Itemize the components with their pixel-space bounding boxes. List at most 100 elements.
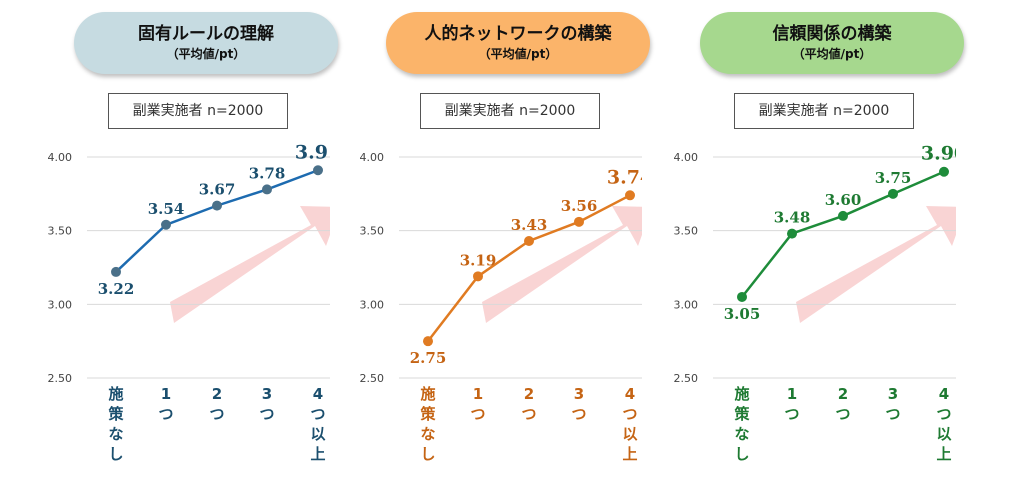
panel-title-pill: 人的ネットワークの構築 （平均値/pt） — [386, 12, 650, 74]
panel-title: 固有ルールの理解 — [138, 24, 274, 44]
data-point — [939, 166, 949, 177]
panel-title-pill: 固有ルールの理解 （平均値/pt） — [74, 12, 338, 74]
x-category-label: な — [108, 425, 123, 443]
y-tick-label: 2.50 — [48, 372, 73, 385]
data-label: 3.22 — [98, 280, 135, 298]
data-point — [423, 336, 433, 347]
panel-title: 信頼関係の構築 — [772, 24, 892, 44]
x-category-label: つ — [209, 405, 224, 423]
x-category-label: 4 — [625, 385, 635, 403]
x-category-label: つ — [310, 405, 325, 423]
data-point — [111, 266, 121, 277]
data-label: 2.75 — [410, 349, 447, 367]
y-tick-label: 2.50 — [674, 372, 699, 385]
y-tick-label: 3.00 — [48, 298, 73, 311]
x-category-label: 策 — [107, 405, 124, 423]
data-point — [212, 200, 222, 211]
x-category-label: 2 — [838, 385, 848, 403]
x-category-label: 2 — [212, 385, 222, 403]
line-chart: 2.50 3.00 3.50 4.00 3.22 3.54 3.67 3.78 3.91 施策なし… — [48, 141, 330, 463]
x-category-label: つ — [784, 405, 799, 423]
sample-size-box: 副業実施者 n=2000 — [420, 93, 600, 129]
x-category-label: つ — [835, 405, 850, 423]
x-category-label: し — [734, 445, 749, 463]
x-category-label: し — [108, 445, 123, 463]
data-point — [737, 291, 747, 302]
y-tick-label: 3.50 — [674, 225, 699, 238]
line-chart: 2.50 3.00 3.50 4.00 3.05 3.48 3.60 3.75 3.90 施策なし… — [674, 143, 956, 463]
x-category-label: 以 — [310, 425, 325, 443]
data-label: 3.56 — [561, 197, 598, 215]
x-category-label: し — [420, 445, 435, 463]
data-point — [524, 235, 534, 246]
panel-subtitle: （平均値/pt） — [166, 47, 246, 61]
x-category-label: 1 — [161, 385, 171, 403]
x-category-label: 上 — [622, 445, 637, 463]
data-label: 3.75 — [875, 169, 912, 187]
x-category-label: な — [734, 425, 749, 443]
x-category-label: 2 — [524, 385, 534, 403]
x-category-label: つ — [885, 405, 900, 423]
x-category-label: 3 — [888, 385, 898, 403]
data-point — [313, 165, 323, 176]
panel-rule-understanding: 固有ルールの理解 （平均値/pt） 副業実施者 n=2000 2.50 3.00 3… — [0, 0, 338, 480]
line-chart: 2.50 3.00 3.50 4.00 2.75 3.19 3.43 3.56 3.74 施策なし… — [360, 151, 642, 463]
data-point — [262, 184, 272, 195]
panel-subtitle: （平均値/pt） — [478, 47, 558, 61]
x-category-label: 4 — [939, 385, 949, 403]
panel-network-building: 人的ネットワークの構築 （平均値/pt） 副業実施者 n=2000 2.50 3.… — [312, 0, 650, 480]
x-category-label: つ — [571, 405, 586, 423]
data-label: 3.90 — [921, 143, 956, 165]
x-category-label: つ — [936, 405, 951, 423]
trend-arrow — [170, 206, 330, 323]
sample-size-box: 副業実施者 n=2000 — [108, 93, 288, 129]
data-label: 3.67 — [199, 181, 236, 199]
data-label: 3.91 — [295, 141, 330, 163]
x-category-label: つ — [158, 405, 173, 423]
x-category-label: つ — [470, 405, 485, 423]
sample-size-box: 副業実施者 n=2000 — [734, 93, 914, 129]
panel-title-pill: 信頼関係の構築 （平均値/pt） — [700, 12, 964, 74]
x-category-label: 1 — [473, 385, 483, 403]
x-category-label: つ — [521, 405, 536, 423]
x-category-label: 3 — [262, 385, 272, 403]
y-tick-label: 3.50 — [48, 225, 73, 238]
data-point — [838, 210, 848, 221]
panel-subtitle: （平均値/pt） — [792, 47, 872, 61]
data-label: 3.54 — [148, 200, 185, 218]
x-category-label: 策 — [733, 405, 750, 423]
x-category-label: 上 — [936, 445, 951, 463]
y-tick-label: 2.50 — [360, 372, 385, 385]
data-point — [625, 190, 635, 201]
y-tick-label: 4.00 — [674, 151, 699, 164]
data-label: 3.43 — [511, 216, 548, 234]
y-tick-label: 3.50 — [360, 225, 385, 238]
y-tick-label: 3.00 — [360, 298, 385, 311]
trend-arrow — [796, 206, 956, 323]
x-category-label: 3 — [574, 385, 584, 403]
x-category-label: な — [420, 425, 435, 443]
x-category-label: 以 — [622, 425, 637, 443]
data-point — [473, 271, 483, 282]
data-label: 3.19 — [460, 251, 497, 269]
y-tick-label: 3.00 — [674, 298, 699, 311]
trend-arrow — [482, 206, 642, 323]
x-category-label: 施 — [108, 385, 123, 403]
x-category-label: 以 — [936, 425, 951, 443]
data-label: 3.74 — [607, 166, 642, 188]
panel-title: 人的ネットワークの構築 — [424, 24, 612, 44]
data-point — [888, 188, 898, 199]
y-tick-label: 4.00 — [360, 151, 385, 164]
x-category-label: 1 — [787, 385, 797, 403]
data-label: 3.05 — [724, 305, 761, 323]
data-point — [574, 216, 584, 227]
data-label: 3.48 — [774, 209, 811, 227]
y-tick-label: 4.00 — [48, 151, 73, 164]
x-category-label: 策 — [419, 405, 436, 423]
data-point — [161, 219, 171, 230]
x-category-label: 上 — [310, 445, 325, 463]
data-point — [787, 228, 797, 239]
x-category-label: 施 — [734, 385, 749, 403]
panel-trust-building: 信頼関係の構築 （平均値/pt） 副業実施者 n=2000 2.50 3.00 3.… — [626, 0, 964, 480]
x-category-label: 4 — [313, 385, 323, 403]
